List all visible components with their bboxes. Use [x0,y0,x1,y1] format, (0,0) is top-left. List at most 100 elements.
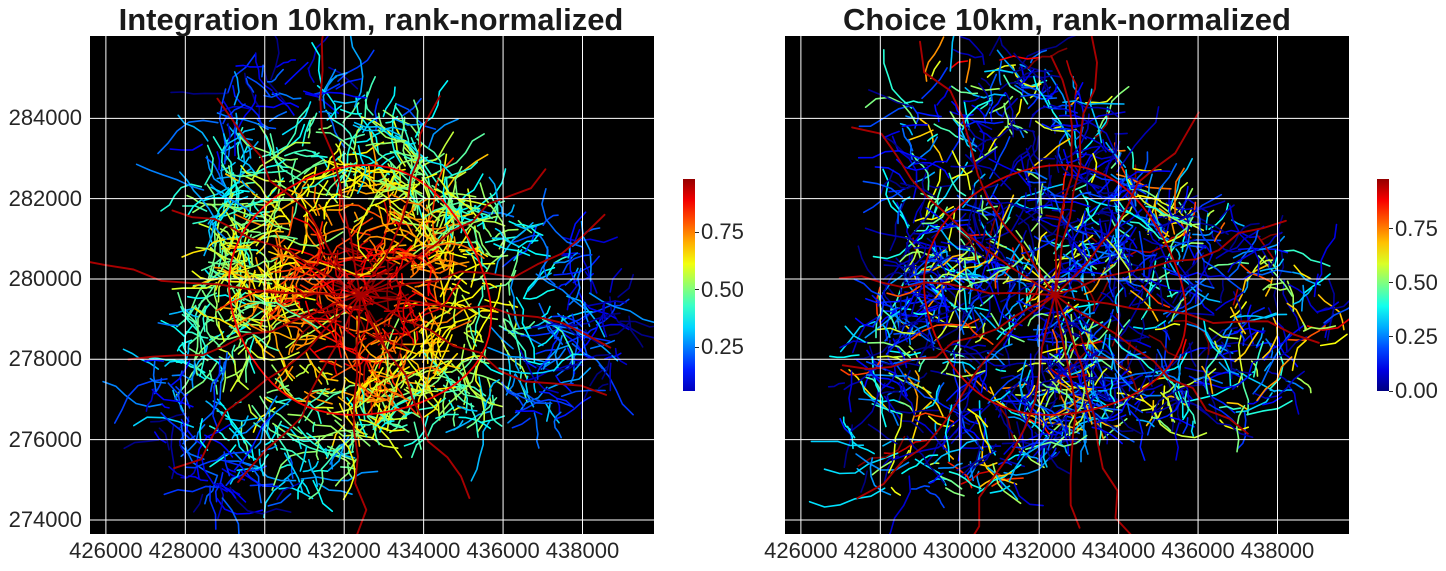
street-segment [1180,242,1204,249]
street-segment [102,380,164,408]
street-segment [217,321,225,343]
street-segment [1261,249,1274,276]
street-segment [183,341,190,365]
arterial-road [1054,294,1132,534]
street-segment [410,406,455,459]
street-segment [530,322,586,342]
street-segment [216,151,221,171]
street-segment [880,308,897,330]
street-segment [1269,349,1285,390]
street-segment [1003,74,1029,105]
street-segment [219,228,233,247]
street-segment [293,293,350,345]
street-segment [864,96,918,126]
street-segment [588,292,654,324]
street-segment [276,420,290,460]
street-segment [986,241,1015,266]
street-segment [274,292,288,310]
street-segment [179,444,205,461]
street-segment [855,453,910,471]
street-segment [395,266,416,328]
street-segment [566,282,580,311]
x-tick-label: 426000 [69,538,143,563]
street-segment [268,111,288,122]
street-segment [919,297,944,308]
street-segment [418,312,461,370]
street-segment [906,136,938,169]
street-segment [932,273,956,284]
street-segment [181,238,238,258]
street-segment [887,413,903,474]
street-segment [995,368,1007,373]
x-tick-label: 430000 [228,538,302,563]
street-segment [312,271,347,288]
street-segment [208,215,217,247]
street-segment [236,336,253,350]
street-segment [1262,281,1285,291]
street-segment [601,357,611,380]
street-segment [925,207,962,228]
street-segment [1117,414,1143,435]
arterial-road [973,294,1057,534]
street-segment [1317,299,1349,313]
street-segment [237,263,252,302]
street-segment [908,327,914,346]
street-segment [1018,451,1042,463]
street-segment [491,237,520,248]
street-segment [240,165,286,183]
right-map-axes [785,36,1349,534]
street-segment [541,188,584,248]
street-segment [971,275,995,300]
street-segment [451,283,470,295]
street-segment [1129,179,1137,207]
street-segment [959,256,1025,293]
street-segment [362,116,379,133]
street-segment [1049,378,1061,394]
street-segment [1082,413,1089,455]
street-segment [1293,264,1312,280]
street-segment [533,412,540,449]
street-segment [313,184,320,216]
street-segment [240,219,270,226]
street-segment [1012,441,1045,449]
street-segment [895,409,939,414]
street-segment [1063,208,1073,229]
street-segment [601,303,608,338]
street-segment [382,186,428,200]
street-segment [950,85,979,95]
street-segment [1181,232,1191,262]
street-segment [504,318,525,336]
street-segment [204,474,219,505]
left-colorbar [683,179,695,391]
street-segment [1273,250,1278,268]
street-segment [931,283,962,345]
street-segment [263,70,286,103]
arterial-road [856,294,1057,500]
street-segment [1016,300,1040,308]
colorbar-tick-label: 0.00 [1395,378,1438,403]
street-segment [589,365,609,387]
street-segment [1075,212,1086,232]
arterial-road [127,294,362,361]
street-segment [278,486,314,500]
street-segment [208,260,243,265]
street-segment [1128,238,1136,274]
street-segment [301,119,311,147]
street-segment [1015,214,1036,257]
street-segment [315,251,326,267]
street-segment [204,144,214,186]
street-segment [889,199,906,252]
street-segment [470,419,491,482]
street-segment [1134,364,1167,413]
street-segment [1100,291,1114,303]
street-segment [538,391,575,409]
street-segment [379,420,395,433]
street-segment [963,96,981,103]
street-segment [338,436,356,501]
street-segment [1161,385,1175,396]
street-segment [1314,223,1338,287]
street-segment [1073,412,1085,427]
street-segment [874,166,908,186]
street-segment [1166,290,1181,298]
street-segment [1071,210,1086,268]
